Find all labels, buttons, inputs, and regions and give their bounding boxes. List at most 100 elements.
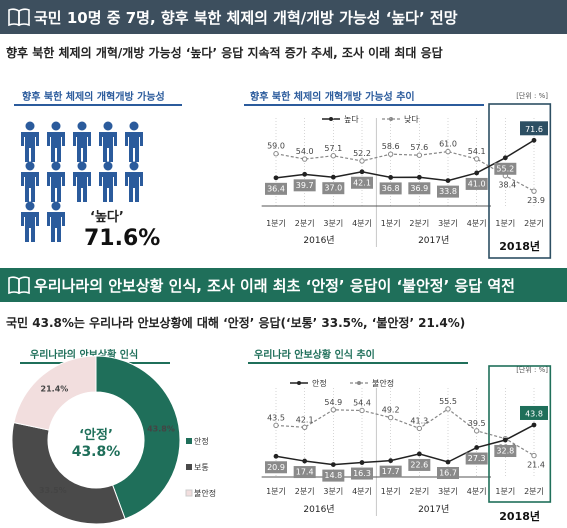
- person-icon: [99, 161, 117, 202]
- x-tick-label: 2분기: [524, 219, 544, 228]
- x-tick-label: 1분기: [495, 487, 515, 496]
- series-1-value-box: [265, 182, 287, 195]
- series-1-value-label: 37.0: [324, 184, 342, 193]
- legend-marker: [329, 117, 333, 121]
- section2-left-label: 우리나라의 안보상황 인식: [30, 350, 139, 361]
- legend-swatch: [186, 438, 192, 444]
- series-1-value-label: 42.1: [353, 178, 371, 187]
- series-1-point: [359, 169, 365, 175]
- series-2-value-label: 42.1: [296, 415, 314, 424]
- series-1-value-box: [520, 121, 548, 136]
- year-label: 2016년: [303, 235, 334, 246]
- series-2-value-label: 54.0: [296, 147, 314, 156]
- series-2-point: [359, 407, 365, 414]
- series-2-value-label: 38.4: [498, 181, 516, 190]
- year-label: 2017년: [418, 504, 449, 515]
- series-2-point: [416, 152, 423, 158]
- series-1-value-label: 55.2: [496, 164, 514, 173]
- series-1-value-label: 33.8: [439, 187, 457, 196]
- series-1-point: [531, 422, 537, 428]
- section1-right-underline: [244, 104, 484, 106]
- series-1-value-label: 36.8: [382, 184, 400, 193]
- x-tick-label: 3분기: [438, 219, 458, 228]
- donut-slice-label: 33.5%: [39, 486, 67, 495]
- series-2-value-label: 59.0: [267, 142, 285, 151]
- year-label: 2016년: [303, 504, 334, 515]
- banner-bottom-title: 우리나라의 안보상황 인식, 조사 이래 최초 ‘안정’ 응답이 ‘불안정’ 응…: [34, 276, 515, 295]
- donut-slice-label: 21.4%: [41, 385, 69, 394]
- series-1-value-box: [494, 162, 517, 175]
- legend-series-2: 낮다: [404, 114, 419, 124]
- series-1-value-label: 36.9: [410, 184, 428, 193]
- donut-slice: [13, 355, 97, 431]
- series-1-value-box: [322, 469, 345, 482]
- series-1-value-box: [293, 179, 316, 192]
- series-2-point: [359, 158, 365, 164]
- section1-right-label: 향후 북한 체제의 개혁개방 가능성 추이: [250, 92, 415, 103]
- series-2-point: [330, 407, 337, 413]
- legend-series-2: 불안정: [372, 378, 394, 388]
- series-2-point: [387, 151, 394, 157]
- series-1-value-box: [437, 467, 459, 480]
- section1-left-label: 향후 북한 체제의 개혁개방 가능성: [22, 92, 165, 103]
- series-2-value-label: 55.5: [439, 397, 457, 406]
- series-2-value-label: 52.2: [353, 149, 371, 158]
- series-2-value-label: 54.1: [468, 147, 486, 156]
- people-value: 71.6%: [84, 226, 161, 251]
- series-1-value-label: 27.3: [468, 454, 486, 463]
- series-2-point: [387, 414, 394, 421]
- series-2-value-label: 39.5: [468, 419, 486, 428]
- highlight-box-2018: [488, 103, 552, 259]
- legend-marker: [297, 381, 301, 385]
- legend-marker: [389, 117, 393, 121]
- series-2-value-label: 21.4: [527, 461, 545, 470]
- series-1-point: [388, 175, 394, 180]
- x-tick-label: 1분기: [266, 219, 286, 228]
- year-label: 2017년: [418, 235, 449, 246]
- person-icon: [21, 121, 39, 162]
- series-2-value-label: 57.1: [324, 144, 342, 153]
- series-2-line: [275, 150, 535, 192]
- book-icon: [8, 276, 30, 295]
- x-tick-label: 1분기: [381, 487, 401, 496]
- series-2-point: [445, 406, 451, 412]
- series-1-point: [416, 174, 422, 180]
- series-2-point: [445, 148, 451, 155]
- section1-subtitle: 향후 북한 체제의 개혁/개방 가능성 ‘높다’ 응답 지속적 증가 추세, 조…: [6, 46, 443, 60]
- series-2-value-label: 54.4: [353, 398, 371, 407]
- x-tick-label: 4분기: [467, 487, 487, 496]
- series-1-value-box: [494, 445, 517, 458]
- series-2-value-label: 41.3: [410, 416, 428, 425]
- x-tick-label: 3분기: [438, 487, 458, 496]
- series-1-point: [302, 171, 308, 177]
- book-icon: [8, 8, 30, 27]
- legend-marker: [357, 381, 361, 385]
- series-1-line: [275, 424, 535, 466]
- series-1-value-box: [351, 467, 373, 480]
- series-1-point: [388, 458, 394, 464]
- series-2-point: [531, 452, 537, 459]
- series-1-value-label: 41.0: [468, 179, 486, 188]
- series-1-value-label: 22.6: [410, 460, 428, 469]
- x-tick-label: 4분기: [352, 219, 372, 228]
- legend-series-1: 높다: [344, 115, 359, 124]
- x-tick-label: 1분기: [266, 487, 286, 496]
- series-1-value-box: [520, 405, 548, 420]
- x-tick-label: 1분기: [495, 219, 515, 228]
- banner-bottom: 우리나라의 안보상황 인식, 조사 이래 최초 ‘안정’ 응답이 ‘불안정’ 응…: [0, 268, 567, 302]
- x-tick-label: 4분기: [467, 219, 487, 228]
- unit-label: [단위 : %]: [516, 91, 548, 100]
- series-1-value-box: [379, 182, 402, 195]
- donut-slice: [95, 355, 181, 520]
- series-2-value-label: 43.5: [267, 413, 285, 422]
- series-2-point: [301, 156, 308, 162]
- person-icon: [99, 121, 117, 162]
- series-2-line: [275, 408, 535, 457]
- donut-legend-label: 불안정: [194, 488, 216, 498]
- x-tick-label: 2분기: [524, 487, 544, 496]
- banner-top-title: 국민 10명 중 7명, 향후 북한 체제의 개혁/개방 가능성 ‘높다’ 전망: [34, 8, 458, 27]
- series-1-point: [273, 175, 279, 181]
